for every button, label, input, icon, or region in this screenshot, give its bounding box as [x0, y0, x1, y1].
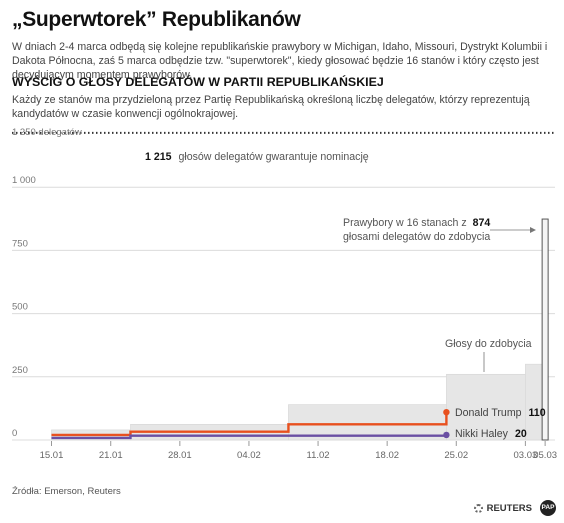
x-tick-label: 28.01: [168, 450, 192, 461]
y-unit-label: 1 250 delegatów: [12, 127, 82, 138]
x-tick-label: 25.02: [444, 450, 468, 461]
series-lines: [51, 408, 450, 440]
y-tick-label: 1 000: [12, 175, 36, 186]
threshold-number: 1 215: [145, 151, 172, 163]
haley-label: Nikki Haley 20: [455, 428, 527, 440]
x-tick-label: 05.03: [533, 450, 557, 461]
x-tick-label: 18.02: [375, 450, 399, 461]
super-tuesday-line1: Prawybory w 16 stanach z 874: [343, 217, 490, 229]
super-tuesday-text-before: Prawybory w 16 stanach z: [343, 217, 467, 229]
threshold-label: 1 215 głosów delegatów gwarantuje nomina…: [145, 151, 369, 163]
page-description: W dniach 2-4 marca odbędą się kolejne re…: [12, 41, 548, 81]
chart-description: Każdy ze stanów ma przydzieloną przez Pa…: [12, 94, 530, 120]
trump-end-point: [443, 408, 450, 416]
haley-end-point: [443, 431, 450, 439]
y-tick-label: 0: [12, 428, 17, 439]
x-tick-label: 15.01: [40, 450, 64, 461]
x-tick-label: 03.03: [513, 450, 537, 461]
chart-title: WYŚCIG O GŁOSY DELEGATÓW W PARTII REPUBL…: [12, 75, 384, 89]
source-note: Źródła: Emerson, Reuters: [12, 486, 121, 497]
super-tuesday-text-after: głosami delegatów do zdobycia: [343, 231, 490, 243]
logos: REUTERS PAP: [473, 500, 556, 516]
reuters-logo-text: REUTERS: [486, 502, 532, 514]
page-title: „Superwtorek” Republikanów: [12, 8, 301, 31]
haley-name: Nikki Haley: [455, 428, 509, 440]
haley-value: 20: [515, 428, 527, 440]
trump-label: Donald Trump 110: [455, 407, 546, 419]
super-tuesday-arrow: [530, 227, 536, 233]
y-tick-label: 250: [12, 365, 28, 376]
y-tick-label: 750: [12, 238, 28, 249]
x-tick-label: 04.02: [237, 450, 261, 461]
annotations: 1 250 delegatów 1 215 głosów delegatów g…: [12, 127, 546, 440]
reuters-logo-icon: [473, 503, 483, 513]
super-tuesday-number: 874: [473, 217, 491, 229]
trump-value: 110: [529, 407, 546, 419]
trump-name: Donald Trump: [455, 407, 522, 419]
available-votes-label: Głosy do zdobycia: [445, 338, 532, 350]
pap-logo: PAP: [540, 500, 556, 516]
available-votes-step: [288, 404, 447, 441]
y-tick-label: 500: [12, 302, 28, 313]
super-tuesday-bar: [541, 218, 549, 441]
threshold-text: głosów delegatów gwarantuje nominację: [178, 151, 368, 163]
available-votes-step: [446, 373, 526, 441]
x-tick-label: 21.01: [99, 450, 123, 461]
x-tick-label: 11.02: [307, 450, 330, 461]
